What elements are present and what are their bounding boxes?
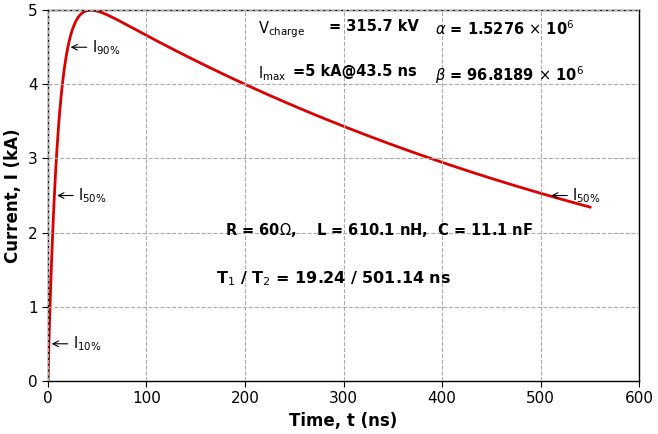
X-axis label: Time, t (ns): Time, t (ns) (290, 412, 397, 430)
Text: I$_{50\%}$: I$_{50\%}$ (572, 186, 601, 205)
Text: I$_{\rm max}$: I$_{\rm max}$ (258, 64, 286, 82)
Text: I$_{90\%}$: I$_{90\%}$ (91, 38, 120, 56)
Text: T$_1$ / T$_2$ = 19.24 / 501.14 ns: T$_1$ / T$_2$ = 19.24 / 501.14 ns (216, 270, 451, 288)
Text: R = 60$\Omega$,    L = 610.1 nH,  C = 11.1 nF: R = 60$\Omega$, L = 610.1 nH, C = 11.1 n… (225, 221, 534, 240)
Text: $\beta$ = 96.8189 $\times$ 10$^{6}$: $\beta$ = 96.8189 $\times$ 10$^{6}$ (436, 64, 584, 85)
Text: V$_{\rm charge}$: V$_{\rm charge}$ (258, 20, 305, 40)
Y-axis label: Current, I (kA): Current, I (kA) (4, 128, 22, 263)
Text: I$_{50\%}$: I$_{50\%}$ (78, 186, 107, 205)
Text: $\alpha$ = 1.5276 $\times$ 10$^{6}$: $\alpha$ = 1.5276 $\times$ 10$^{6}$ (436, 20, 574, 38)
Text: =5 kA@43.5 ns: =5 kA@43.5 ns (293, 64, 417, 79)
Text: I$_{10\%}$: I$_{10\%}$ (72, 335, 101, 353)
Text: = 315.7 kV: = 315.7 kV (329, 20, 418, 34)
